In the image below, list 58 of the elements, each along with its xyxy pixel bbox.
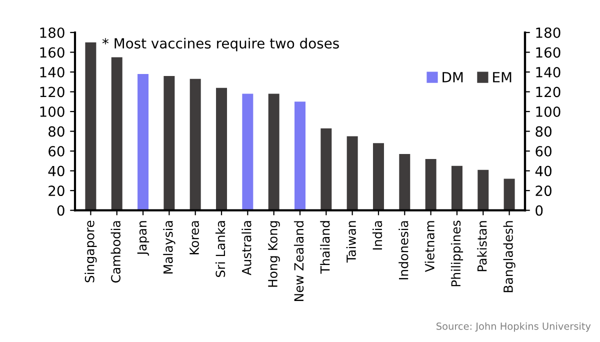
bar — [372, 143, 384, 210]
y-tick-label: 60 — [48, 146, 64, 157]
y2-tick-label: 80 — [536, 126, 552, 137]
y2-tick-label: 40 — [535, 166, 552, 176]
y-tick-label: 40 — [48, 166, 64, 176]
bar — [451, 166, 462, 210]
bar — [425, 158, 436, 210]
x-tick-label: Japan — [137, 221, 150, 256]
y2-tick-label: 0 — [536, 205, 543, 216]
x-tick-label: Pakistan — [477, 221, 487, 272]
bar — [242, 94, 254, 210]
y-tick-label: 0 — [57, 205, 64, 216]
x-tick-label: Singapore — [84, 220, 97, 282]
x-tick-label: India — [372, 221, 382, 250]
y-tick-label: 80 — [48, 126, 64, 137]
bar — [190, 78, 201, 210]
bar — [346, 136, 358, 210]
bar — [320, 128, 332, 210]
x-tick-label: Philippines — [450, 220, 464, 286]
x-tick-label: Bangladesh — [503, 221, 516, 292]
x-tick-label: Cambodia — [110, 221, 120, 283]
legend-label: DM — [442, 72, 463, 82]
y-tick-label: 120 — [40, 86, 64, 98]
bar — [504, 178, 515, 210]
x-tick-label: Malaysia — [163, 221, 176, 274]
bar — [85, 42, 96, 210]
x-tick-label: Vietnam — [424, 221, 434, 272]
y-tick-label: 20 — [48, 186, 64, 196]
y2-tick-label: 120 — [536, 86, 560, 98]
bar — [294, 102, 306, 210]
bar — [164, 76, 175, 210]
bar — [111, 57, 122, 210]
x-tick-label: Sri Lanka — [215, 221, 226, 277]
bar — [216, 88, 228, 210]
x-tick-label: Hong Kong — [268, 221, 280, 287]
bar — [478, 170, 489, 210]
x-tick-label: Taiwan — [346, 221, 356, 263]
bar — [138, 74, 149, 210]
y2-tick-label: 160 — [536, 47, 560, 58]
y2-tick-label: 140 — [536, 66, 560, 78]
x-tick-label: Thailand — [320, 221, 330, 274]
y-tick-label: 180 — [40, 27, 64, 38]
y2-tick-label: 60 — [536, 146, 552, 157]
x-tick-label: Indonesia — [398, 221, 408, 280]
x-tick-label: Australia — [242, 221, 252, 276]
y-tick-label: 160 — [40, 47, 64, 58]
y2-tick-label: 20 — [536, 186, 552, 196]
annotation: * Most vaccines require two doses — [102, 38, 339, 52]
x-tick-label: Korea — [190, 221, 199, 254]
y-tick-label: 140 — [40, 66, 64, 78]
source-note: Source: John Hopkins University — [436, 322, 591, 332]
y2-tick-label: 100 — [536, 106, 560, 118]
y-tick-label: 100 — [40, 106, 64, 118]
bar — [268, 94, 280, 210]
bar — [399, 154, 410, 210]
legend-label: EM — [493, 72, 512, 82]
y2-tick-label: 180 — [536, 27, 560, 38]
x-tick-label: New Zealand — [294, 221, 304, 301]
